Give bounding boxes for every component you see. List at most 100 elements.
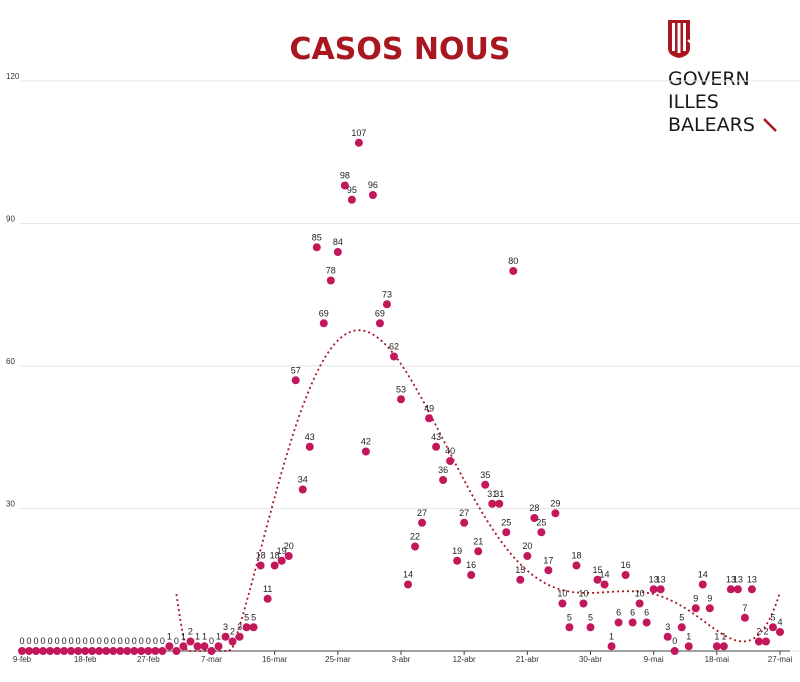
data-label: 13 — [649, 574, 659, 584]
data-label: 21 — [473, 536, 483, 546]
data-point — [333, 248, 342, 256]
data-label: 40 — [445, 446, 455, 456]
data-point — [600, 580, 609, 589]
data-label: 57 — [291, 365, 301, 375]
data-point — [776, 628, 784, 636]
data-label: 0 — [76, 636, 81, 646]
trend-curve — [175, 329, 781, 652]
data-point — [530, 514, 539, 522]
x-tick-label: 30-abr — [579, 655, 602, 664]
data-point — [137, 647, 146, 655]
data-point — [579, 599, 588, 608]
data-label: 2 — [763, 627, 768, 637]
data-point — [284, 552, 293, 560]
data-label: 6 — [616, 608, 621, 618]
data-point — [389, 352, 398, 361]
data-label: 0 — [41, 636, 46, 646]
data-label: 18 — [571, 551, 581, 561]
x-tick-label: 7-mar — [201, 655, 222, 664]
data-label: 22 — [410, 532, 420, 542]
data-label: 3 — [665, 622, 670, 632]
chart-title: CASOS NOUS — [289, 32, 511, 67]
data-point — [53, 647, 62, 655]
data-point — [404, 580, 413, 589]
data-label: 0 — [62, 636, 67, 646]
data-label: 0 — [90, 636, 95, 646]
data-point — [432, 442, 441, 451]
data-label: 16 — [621, 560, 631, 570]
data-label: 0 — [55, 636, 60, 646]
data-point — [88, 647, 97, 655]
data-point — [200, 642, 209, 651]
data-label: 5 — [770, 612, 775, 622]
data-label: 25 — [536, 517, 546, 527]
data-label: 19 — [277, 546, 287, 556]
data-point — [235, 632, 244, 641]
data-point — [39, 647, 48, 655]
data-label: 13 — [733, 574, 743, 584]
data-point — [368, 191, 377, 199]
data-point — [705, 604, 714, 613]
data-point — [207, 647, 216, 655]
data-point — [733, 585, 742, 594]
logo-line-illes: ILLES — [668, 91, 719, 113]
data-label: 14 — [698, 570, 708, 580]
data-point — [298, 485, 307, 494]
data-point — [193, 642, 202, 651]
y-tick-label: 90 — [6, 215, 15, 224]
data-point — [263, 594, 272, 603]
data-label: 16 — [466, 560, 476, 570]
data-point — [214, 642, 223, 651]
logo-line-govern: GOVERN — [668, 68, 750, 90]
data-label: 31 — [487, 489, 497, 499]
data-point — [46, 647, 55, 655]
data-point — [509, 267, 518, 275]
data-point — [460, 518, 469, 527]
data-point — [18, 647, 26, 655]
data-point — [425, 414, 434, 423]
data-point — [691, 604, 700, 613]
grid-lines — [20, 80, 800, 652]
data-label: 10 — [635, 589, 645, 599]
trend-line — [175, 329, 781, 652]
data-label: 14 — [600, 570, 610, 580]
data-point — [761, 637, 770, 646]
y-tick-label: 120 — [6, 72, 20, 81]
data-label: 27 — [459, 508, 469, 518]
data-label: 19 — [452, 546, 462, 556]
data-point — [130, 647, 139, 655]
x-tick-label: 27-feb — [137, 655, 160, 664]
data-point — [635, 599, 644, 608]
data-point — [186, 637, 195, 646]
data-point — [312, 243, 321, 252]
x-tick-label: 3-abr — [392, 655, 411, 664]
data-label: 13 — [656, 574, 666, 584]
data-point — [649, 585, 658, 594]
data-point — [768, 623, 777, 632]
data-point — [249, 623, 258, 632]
data-point — [123, 647, 132, 655]
data-label: 5 — [679, 612, 684, 622]
data-label: 18 — [256, 551, 266, 561]
data-point — [32, 647, 41, 655]
x-tick-label: 18-mai — [705, 655, 730, 664]
data-point — [305, 442, 314, 451]
data-label: 69 — [375, 308, 385, 318]
data-point — [747, 585, 756, 594]
x-tick-label: 25-mar — [325, 655, 351, 664]
data-point — [95, 647, 104, 655]
data-label: 1 — [609, 631, 614, 641]
data-point — [726, 585, 735, 594]
data-label: 2 — [230, 627, 235, 637]
data-point — [291, 376, 300, 385]
data-point — [221, 632, 230, 641]
data-label: 0 — [111, 636, 116, 646]
data-point — [256, 561, 265, 570]
data-point — [418, 518, 427, 527]
data-point — [375, 319, 384, 328]
data-point — [340, 181, 349, 190]
data-point — [446, 457, 455, 465]
data-label: 1 — [195, 631, 200, 641]
data-label: 15 — [593, 565, 603, 575]
data-label: 15 — [515, 565, 525, 575]
